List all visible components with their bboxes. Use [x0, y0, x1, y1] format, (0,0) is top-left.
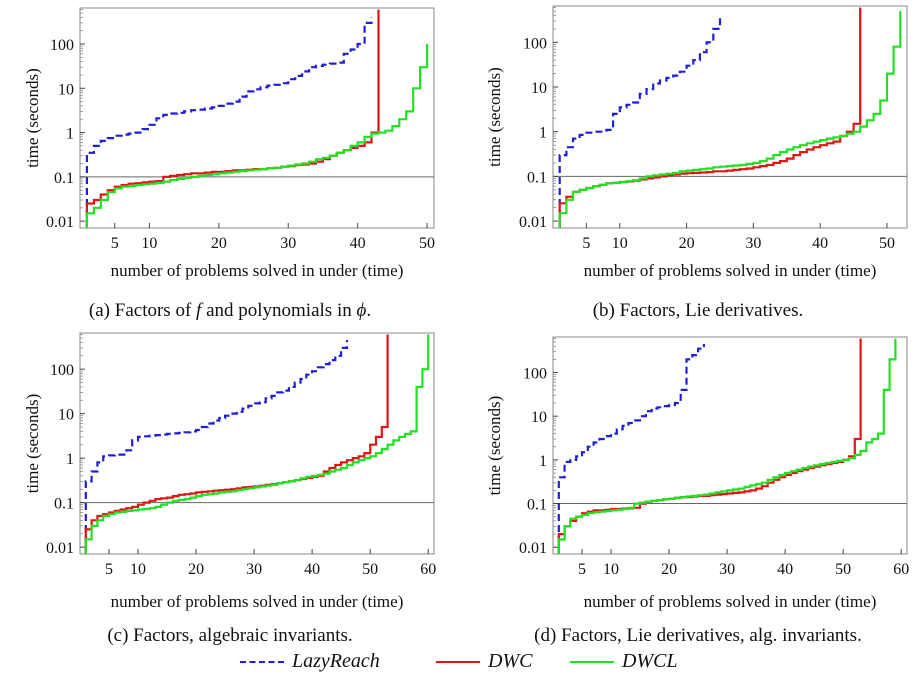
y-tick-label: 100: [50, 37, 74, 54]
x-tick-label: 50: [419, 235, 435, 252]
x-tick-label: 30: [280, 235, 296, 252]
y-tick-label: 0.01: [46, 540, 74, 557]
x-tick-label: 40: [304, 561, 320, 578]
legend-label-dwc: DWC: [488, 650, 533, 672]
y-tick-label: 0.01: [519, 540, 547, 557]
y-tick-label: 100: [50, 362, 74, 379]
x-tick-label: 50: [879, 235, 895, 252]
x-tick-label: 40: [812, 235, 828, 252]
caption-b: (b) Factors, Lie derivatives.: [592, 300, 804, 321]
x-tick-label: 60: [420, 561, 436, 578]
series-dwc: [558, 7, 862, 228]
series-dwcl: [558, 11, 902, 228]
series-dwc: [85, 9, 380, 228]
y-tick-label: 10: [58, 407, 74, 424]
series-lazyreach: [557, 344, 705, 554]
y-axis-label: time (seconds): [485, 396, 504, 496]
x-tick-label: 20: [188, 561, 204, 578]
y-tick-label: 1: [66, 126, 74, 143]
y-tick-label: 0.01: [519, 214, 547, 231]
y-tick-label: 1: [66, 451, 74, 468]
y-axis-label: time (seconds): [23, 394, 42, 494]
plot-frame: [552, 336, 908, 555]
y-tick-label: 0.1: [527, 497, 547, 514]
x-tick-label: 40: [777, 561, 793, 578]
series-lazyreach: [84, 340, 349, 554]
series-dwc: [557, 338, 862, 554]
legend-item-dwcl: DWCL: [570, 650, 678, 673]
x-tick-label: 10: [603, 561, 619, 578]
panel-c: 0.01 0.1 1 10 100 5 10 20 30 40 50 60 number of prob…: [23, 332, 436, 611]
y-tick-label: 0.01: [46, 214, 74, 231]
legend-label-lazyreach: LazyReach: [292, 650, 380, 672]
x-axis-label: number of problems solved in under (time…: [584, 592, 877, 611]
y-axis-label: time (seconds): [485, 67, 504, 167]
x-axis-label: number of problems solved in under (time…: [111, 592, 404, 611]
y-tick-label: 1: [539, 453, 547, 470]
x-tick-label: 5: [105, 561, 113, 578]
x-tick-label: 60: [893, 561, 909, 578]
x-tick-label: 30: [246, 561, 262, 578]
series-dwcl: [84, 334, 430, 554]
series-lazyreach: [558, 15, 722, 228]
caption-d: (d) Factors, Lie derivatives, alg. invar…: [534, 625, 862, 646]
series-lazyreach: [85, 17, 373, 228]
y-tick-label: 100: [523, 35, 547, 52]
x-tick-label: 5: [578, 561, 586, 578]
series-dwc: [84, 334, 389, 554]
y-tick-label: 0.1: [527, 169, 547, 186]
legend-item-lazyreach: LazyReach: [240, 650, 380, 673]
x-tick-label: 40: [350, 235, 366, 252]
legend-item-dwc: DWC: [436, 650, 532, 673]
y-tick-label: 100: [523, 366, 547, 383]
x-axis-label: number of problems solved in under (time…: [111, 261, 404, 280]
y-tick-label: 10: [531, 409, 547, 426]
x-tick-label: 50: [362, 561, 378, 578]
y-tick-label: 0.1: [54, 496, 74, 513]
y-tick-label: 10: [531, 80, 547, 97]
legend-swatch-dwc: [436, 660, 480, 663]
series-dwcl: [557, 338, 897, 554]
plot-frame: [79, 332, 435, 555]
plot-frame: [552, 5, 908, 229]
x-tick-label: 10: [130, 561, 146, 578]
x-tick-label: 10: [612, 235, 628, 252]
panel-d: 0.01 0.1 1 10 100 5 10 20 30 40 50 60 number of prob…: [485, 336, 909, 611]
caption-c: (c) Factors, algebraic invariants.: [107, 625, 353, 646]
series-dwcl: [85, 44, 429, 228]
x-tick-label: 20: [661, 561, 677, 578]
y-tick-label: 10: [58, 81, 74, 98]
x-tick-label: 20: [679, 235, 695, 252]
y-tick-label: 0.1: [54, 170, 74, 187]
legend-swatch-lazyreach: [240, 660, 284, 663]
caption-a: (a) Factors of f and polynomials in ϕ.: [88, 300, 372, 321]
y-axis-label: time (seconds): [23, 68, 42, 168]
x-tick-label: 5: [111, 235, 119, 252]
x-tick-label: 30: [745, 235, 761, 252]
plot-frame: [79, 7, 435, 229]
legend-swatch-dwcl: [570, 660, 614, 663]
legend-label-dwcl: DWCL: [622, 650, 678, 672]
x-tick-label: 10: [141, 235, 157, 252]
x-tick-label: 5: [582, 235, 590, 252]
panel-a: 0.01 0.1 1 10 100 5 10 20 30 40 50 number of proble…: [23, 7, 435, 280]
x-tick-label: 30: [719, 561, 735, 578]
x-tick-label: 20: [211, 235, 227, 252]
x-tick-label: 50: [835, 561, 851, 578]
y-tick-label: 1: [539, 125, 547, 142]
x-axis-label: number of problems solved in under (time…: [584, 261, 877, 280]
